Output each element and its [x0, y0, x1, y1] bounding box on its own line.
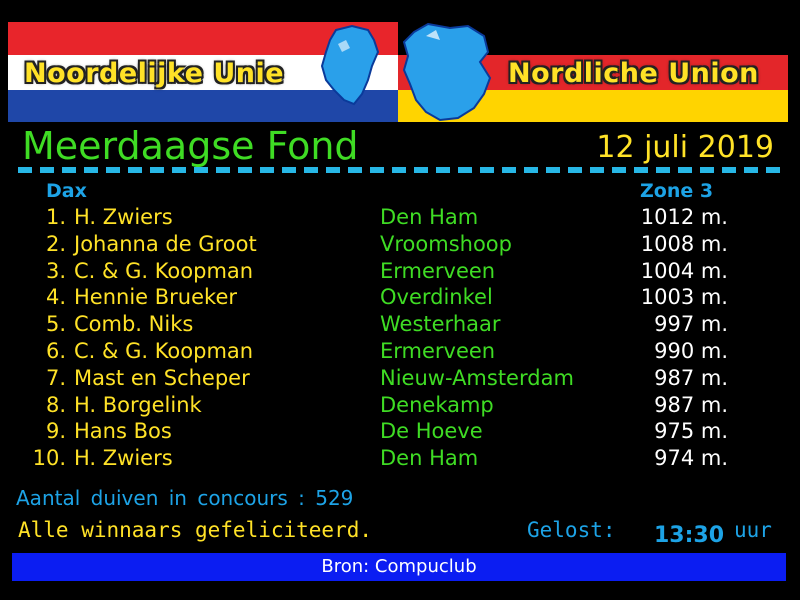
result-rank: 8. [45, 392, 66, 417]
result-place: Overdinkel [380, 285, 493, 310]
result-place: Ermerveen [380, 258, 496, 283]
list-item: 9. Hans Bos De Hoeve 975 m. [0, 419, 800, 446]
result-speed: 975 m. [654, 419, 728, 444]
list-item: 4. Hennie Brueker Overdinkel 1003 m. [0, 285, 800, 312]
result-speed: 1012 m. [640, 205, 728, 229]
result-speed: 1008 m. [640, 231, 728, 256]
dutch-flag-blue-stripe [8, 90, 398, 122]
result-name: Mast en Scheper [74, 365, 250, 390]
result-name: C. & G. Koopman [74, 258, 254, 283]
list-item: 10. H. Zwiers Den Ham 974 m. [0, 446, 800, 473]
result-rank: 1. [45, 205, 66, 229]
result-place: De Hoeve [380, 419, 483, 444]
result-name: Hans Bos [74, 419, 172, 444]
result-place: Nieuw-Amsterdam [380, 365, 574, 390]
list-item: 5. Comb. Niks Westerhaar 997 m. [0, 312, 800, 339]
list-item: 7. Mast en Scheper Nieuw-Amsterdam 987 m. [0, 366, 800, 393]
flag-banner: Noordelijke Unie Nordliche Union [8, 22, 788, 122]
race-location-heading: Dax [46, 180, 87, 202]
result-name: H. Zwiers [74, 205, 173, 229]
result-name: Comb. Niks [74, 312, 194, 337]
result-speed: 987 m. [654, 365, 728, 390]
list-item: 6. C. & G. Koopman Ermerveen 990 m. [0, 339, 800, 366]
map-logo-icon [320, 22, 492, 122]
race-date: 12 juli 2019 [596, 130, 774, 165]
release-time: 13:30 [654, 523, 725, 548]
result-rank: 10. [32, 446, 66, 471]
result-name: Hennie Brueker [74, 285, 237, 310]
release-unit: uur [734, 518, 772, 542]
result-name: C. & G. Koopman [74, 339, 254, 363]
result-place: Denekamp [380, 392, 494, 417]
result-place: Westerhaar [380, 312, 501, 337]
result-rank: 4. [45, 285, 66, 310]
result-rank: 3. [45, 258, 66, 283]
list-item: 1. H. Zwiers Den Ham 1012 m. [0, 205, 800, 232]
release-label: Gelost: [527, 518, 616, 542]
result-speed: 987 m. [654, 392, 728, 417]
banner-title-german: Nordliche Union [508, 58, 759, 89]
result-rank: 6. [45, 339, 66, 363]
list-item: 2. Johanna de Groot Vroomshoop 1008 m. [0, 232, 800, 259]
result-rank: 2. [45, 231, 66, 256]
list-item: 8. H. Borgelink Denekamp 987 m. [0, 393, 800, 420]
result-name: H. Zwiers [74, 446, 173, 471]
netherlands-map-icon [320, 24, 380, 106]
result-rank: 5. [45, 312, 66, 337]
result-rank: 7. [45, 365, 66, 390]
result-speed: 1004 m. [640, 258, 728, 283]
result-place: Vroomshoop [380, 231, 512, 256]
germany-map-icon [402, 22, 492, 122]
dashed-divider [18, 167, 782, 173]
congratulations-text: Alle winnaars gefeliciteerd. [18, 518, 373, 542]
result-speed: 997 m. [654, 312, 728, 337]
list-item: 3. C. & G. Koopman Ermerveen 1004 m. [0, 259, 800, 286]
result-speed: 990 m. [654, 339, 728, 363]
result-place: Den Ham [380, 446, 479, 471]
result-rank: 9. [45, 419, 66, 444]
page-title: Meerdaagse Fond [22, 124, 359, 168]
result-name: H. Borgelink [74, 392, 202, 417]
zone-heading: Zone 3 [640, 180, 714, 202]
result-speed: 974 m. [654, 446, 728, 471]
source-footer: Bron: Compuclub [12, 553, 786, 581]
result-speed: 1003 m. [640, 285, 728, 310]
pigeon-count: Aantal duiven in concours : 529 [16, 486, 354, 510]
result-place: Ermerveen [380, 339, 496, 363]
banner-title-dutch: Noordelijke Unie [24, 58, 285, 89]
result-name: Johanna de Groot [74, 231, 257, 256]
result-place: Den Ham [380, 205, 479, 229]
